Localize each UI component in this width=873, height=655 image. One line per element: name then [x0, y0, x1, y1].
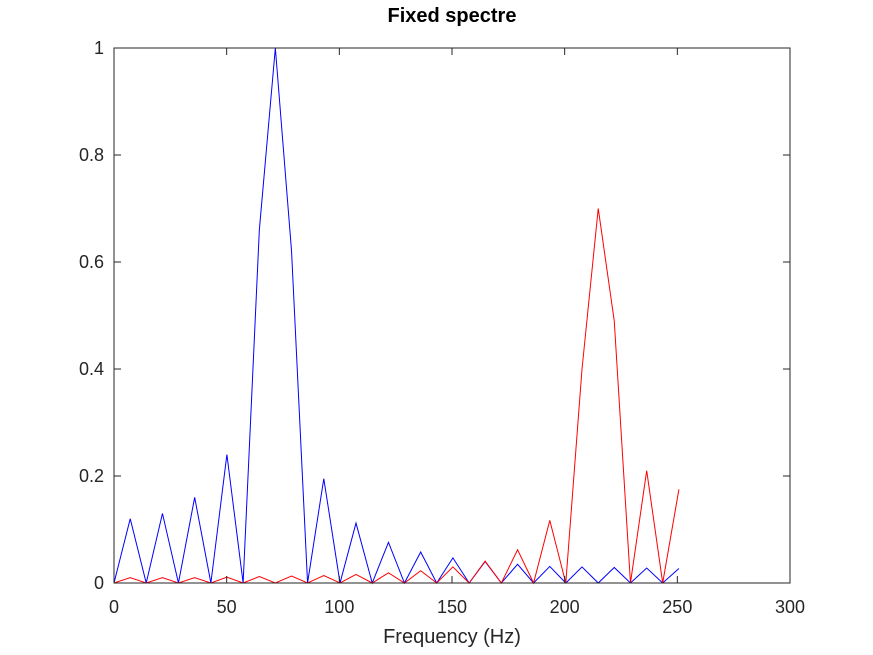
x-axis: 0 50 100 150 200 250 300: [109, 48, 805, 617]
x-axis-label: Frequency (Hz): [383, 626, 521, 648]
y-tick-label: 0.4: [79, 359, 104, 379]
x-tick-label: 200: [550, 597, 580, 617]
plot-lines: [113, 47, 680, 585]
y-tick-label: 1: [94, 38, 104, 58]
x-tick-label: 50: [217, 597, 237, 617]
x-tick-label: 250: [662, 597, 692, 617]
y-tick-label: 0.2: [79, 466, 104, 486]
x-tick-label: 0: [109, 597, 119, 617]
x-tick-label: 150: [437, 597, 467, 617]
y-tick-label: 0.8: [79, 145, 104, 165]
chart-title: Fixed spectre: [388, 5, 517, 27]
y-tick-label: 0: [94, 573, 104, 593]
y-axis: 0 0.2 0.4 0.6 0.8 1: [79, 38, 790, 593]
series-line-1: [113, 47, 680, 585]
plot-frame: [113, 47, 791, 584]
x-tick-label: 100: [324, 597, 354, 617]
x-tick-label: 300: [775, 597, 805, 617]
series-line-2: [113, 208, 680, 585]
y-tick-label: 0.6: [79, 252, 104, 272]
